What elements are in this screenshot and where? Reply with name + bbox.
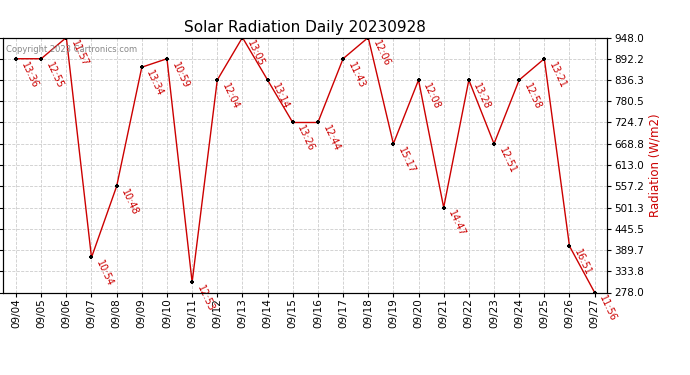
Point bbox=[161, 56, 172, 62]
Point bbox=[363, 34, 374, 40]
Point bbox=[589, 290, 600, 296]
Point bbox=[337, 56, 348, 62]
Text: 12:58: 12:58 bbox=[522, 81, 543, 111]
Text: 11:57: 11:57 bbox=[69, 39, 90, 69]
Point bbox=[287, 120, 298, 126]
Text: 12:51: 12:51 bbox=[497, 145, 518, 175]
Text: 10:54: 10:54 bbox=[95, 259, 115, 288]
Point bbox=[438, 204, 449, 210]
Point bbox=[489, 141, 500, 147]
Text: 13:14: 13:14 bbox=[270, 81, 291, 111]
Point bbox=[36, 56, 47, 62]
Text: 12:53: 12:53 bbox=[195, 284, 216, 313]
Point bbox=[111, 183, 122, 189]
Text: 10:59: 10:59 bbox=[170, 60, 190, 90]
Point bbox=[61, 34, 72, 40]
Text: 13:21: 13:21 bbox=[547, 60, 568, 90]
Text: 16:51: 16:51 bbox=[572, 248, 593, 277]
Text: 13:34: 13:34 bbox=[145, 69, 166, 98]
Text: 10:48: 10:48 bbox=[119, 188, 140, 217]
Point bbox=[564, 243, 575, 249]
Text: 13:28: 13:28 bbox=[472, 81, 493, 111]
Title: Solar Radiation Daily 20230928: Solar Radiation Daily 20230928 bbox=[184, 20, 426, 35]
Text: 12:55: 12:55 bbox=[44, 60, 65, 90]
Text: 11:56: 11:56 bbox=[598, 294, 618, 323]
Point bbox=[237, 34, 248, 40]
Text: 12:06: 12:06 bbox=[371, 39, 392, 68]
Text: Copyright 2023 Cartronics.com: Copyright 2023 Cartronics.com bbox=[6, 45, 137, 54]
Text: 12:08: 12:08 bbox=[422, 81, 442, 111]
Point bbox=[262, 77, 273, 83]
Point bbox=[10, 56, 21, 62]
Text: 13:26: 13:26 bbox=[295, 124, 317, 153]
Y-axis label: Radiation (W/m2): Radiation (W/m2) bbox=[648, 113, 661, 217]
Text: 13:36: 13:36 bbox=[19, 60, 39, 90]
Text: 12:04: 12:04 bbox=[220, 81, 241, 111]
Text: 15:17: 15:17 bbox=[396, 145, 417, 175]
Point bbox=[137, 64, 148, 70]
Point bbox=[463, 77, 474, 83]
Point bbox=[413, 77, 424, 83]
Point bbox=[513, 77, 524, 83]
Point bbox=[186, 279, 197, 285]
Point bbox=[86, 255, 97, 261]
Point bbox=[388, 141, 399, 147]
Point bbox=[313, 120, 324, 126]
Text: 13:05: 13:05 bbox=[245, 39, 266, 68]
Text: 11:43: 11:43 bbox=[346, 60, 366, 90]
Point bbox=[539, 56, 550, 62]
Point bbox=[212, 77, 223, 83]
Text: 12:44: 12:44 bbox=[321, 124, 342, 153]
Text: 14:47: 14:47 bbox=[446, 209, 467, 238]
